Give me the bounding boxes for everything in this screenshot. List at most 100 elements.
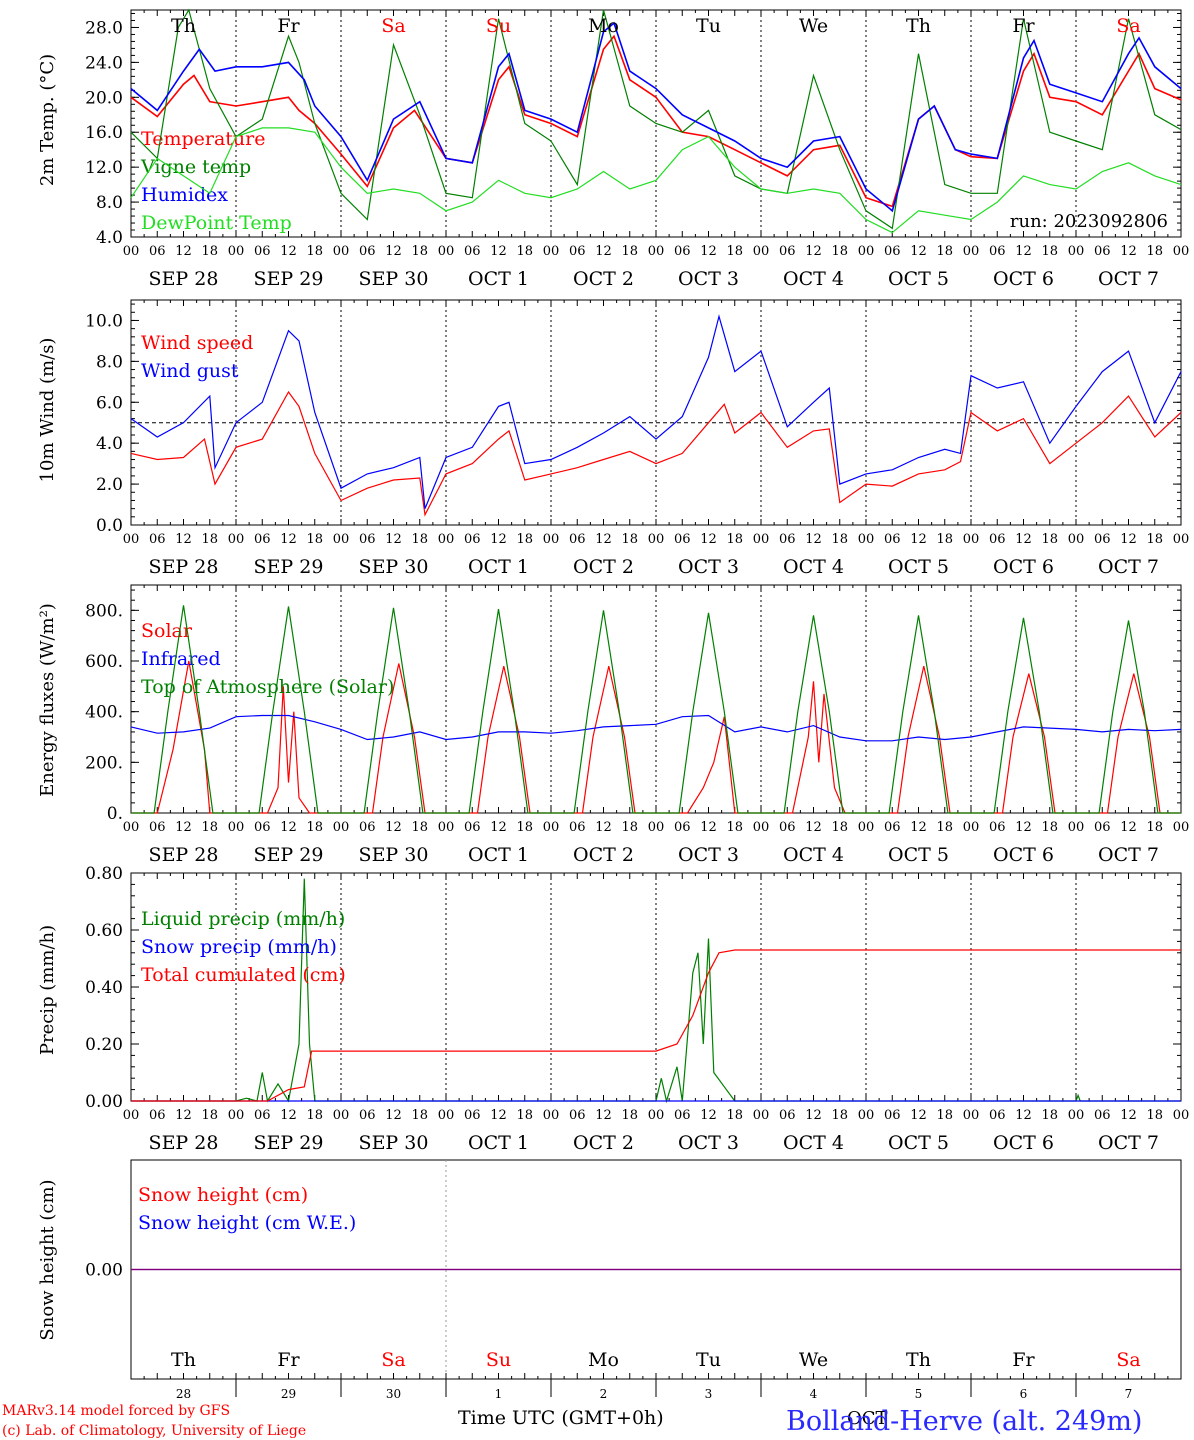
- hour-label: 12: [490, 244, 507, 259]
- hour-label: 00: [753, 820, 770, 835]
- legend-entry: Wind gust: [141, 360, 239, 382]
- hour-label: 12: [175, 1108, 192, 1123]
- weekday-footer: Tu: [696, 1349, 721, 1371]
- hour-label: 12: [805, 820, 822, 835]
- hour-label: 06: [569, 532, 586, 547]
- date-label: OCT 1: [468, 1132, 529, 1154]
- y-tick-label: 24.0: [85, 53, 123, 73]
- date-label: SEP 28: [149, 268, 219, 290]
- hour-label: 06: [359, 244, 376, 259]
- y-tick-label: 2.0: [96, 475, 123, 495]
- hour-label: 00: [858, 1108, 875, 1123]
- hour-label: 00: [1173, 820, 1190, 835]
- hour-label: 12: [280, 820, 297, 835]
- hour-label: 12: [595, 820, 612, 835]
- weekday-header: Su: [486, 15, 511, 37]
- hour-label: 00: [1068, 820, 1085, 835]
- date-label: OCT 2: [573, 1132, 634, 1154]
- y-tick-label: 8.0: [96, 193, 123, 213]
- series-line-1: [131, 878, 1181, 1104]
- hour-label: 00: [648, 244, 665, 259]
- hour-label: 06: [1094, 820, 1111, 835]
- y-tick-label: 4.0: [96, 434, 123, 454]
- hour-label: 00: [333, 1108, 350, 1123]
- copyright-credit: (c) Lab. of Climatology, University of L…: [2, 1423, 306, 1439]
- hour-label: 06: [1094, 244, 1111, 259]
- y-tick-label: 0.00: [85, 1092, 123, 1112]
- hour-label: 06: [989, 820, 1006, 835]
- day-number: 4: [810, 1387, 818, 1401]
- date-label: SEP 30: [359, 268, 429, 290]
- date-label: OCT 1: [468, 268, 529, 290]
- hour-label: 00: [858, 244, 875, 259]
- panel-2: 0.0 2.0 4.0 6.0 8.0 10.0 10m Wind (m/s) Wind sp…: [37, 299, 1189, 578]
- day-number: 29: [281, 1387, 296, 1401]
- series-line-3: [131, 949, 1181, 1102]
- hour-label: 18: [831, 244, 848, 259]
- date-label: SEP 29: [254, 844, 324, 866]
- y-axis-label: Precip (mm/h): [37, 925, 58, 1055]
- hour-label: 18: [726, 1108, 743, 1123]
- hour-label: 18: [516, 532, 533, 547]
- hour-label: 12: [805, 1108, 822, 1123]
- legend-entry: Infrared: [141, 648, 221, 670]
- date-label: OCT 4: [783, 268, 844, 290]
- hour-label: 00: [1068, 532, 1085, 547]
- legend-entry: Total cumulated (cm): [141, 964, 346, 986]
- weekday-header: Sa: [1116, 15, 1140, 37]
- y-tick-label: 0.0: [96, 516, 123, 536]
- hour-label: 00: [1068, 1108, 1085, 1123]
- hour-label: 06: [989, 1108, 1006, 1123]
- hour-label: 06: [359, 1108, 376, 1123]
- y-tick-label: 0.40: [85, 978, 123, 998]
- series-line-1: [130, 34, 1182, 208]
- hour-label: 06: [149, 532, 166, 547]
- hour-label: 06: [149, 244, 166, 259]
- panel-1: 4.0 8.0 12.0 16.0 20.0 24.0 28.0 2m Temp. (°C) T…: [37, 8, 1189, 290]
- hour-label: 12: [910, 244, 927, 259]
- hour-label: 12: [385, 532, 402, 547]
- hour-label: 06: [254, 244, 271, 259]
- hour-label: 18: [936, 532, 953, 547]
- hour-label: 18: [621, 532, 638, 547]
- y-tick-label: 0.00: [85, 1261, 123, 1281]
- hour-label: 06: [1094, 1108, 1111, 1123]
- panel-4: 0.00 0.20 0.40 0.60 0.80 Precip (mm/h) Liquid …: [37, 864, 1189, 1154]
- hour-label: 12: [280, 244, 297, 259]
- hour-label: 18: [411, 244, 428, 259]
- hour-label: 18: [831, 532, 848, 547]
- series-line-3: [131, 605, 1181, 814]
- hour-label: 18: [726, 532, 743, 547]
- hour-label: 00: [438, 820, 455, 835]
- series-line-4: [130, 127, 1182, 234]
- hour-label: 18: [306, 244, 323, 259]
- date-label: SEP 29: [254, 268, 324, 290]
- day-number: 5: [915, 1387, 923, 1401]
- hour-label: 18: [936, 244, 953, 259]
- hour-label: 00: [753, 244, 770, 259]
- hour-label: 00: [858, 532, 875, 547]
- date-label: OCT 4: [783, 556, 844, 578]
- date-label: SEP 30: [359, 844, 429, 866]
- hour-label: 00: [1068, 244, 1085, 259]
- hour-label: 18: [1146, 244, 1163, 259]
- chart-panels: 4.08.012.016.020.024.028.02m Temp. (°C) T…: [37, 8, 1190, 1401]
- weekday-footer: Su: [486, 1349, 511, 1371]
- series-line-2: [130, 714, 1182, 742]
- y-tick-label: 400.: [85, 703, 123, 723]
- hour-label: 06: [1094, 532, 1111, 547]
- hour-label: 00: [963, 532, 980, 547]
- y-tick-label: 0.: [107, 804, 123, 824]
- hour-label: 12: [910, 1108, 927, 1123]
- hour-label: 18: [621, 244, 638, 259]
- series-line-3: [130, 21, 1182, 213]
- hour-label: 06: [674, 532, 691, 547]
- day-number: 7: [1125, 1387, 1133, 1401]
- hour-label: 06: [569, 820, 586, 835]
- hour-label: 12: [175, 244, 192, 259]
- hour-label: 00: [963, 244, 980, 259]
- y-tick-label: 200.: [85, 753, 123, 773]
- hour-label: 18: [411, 1108, 428, 1123]
- hour-label: 00: [648, 1108, 665, 1123]
